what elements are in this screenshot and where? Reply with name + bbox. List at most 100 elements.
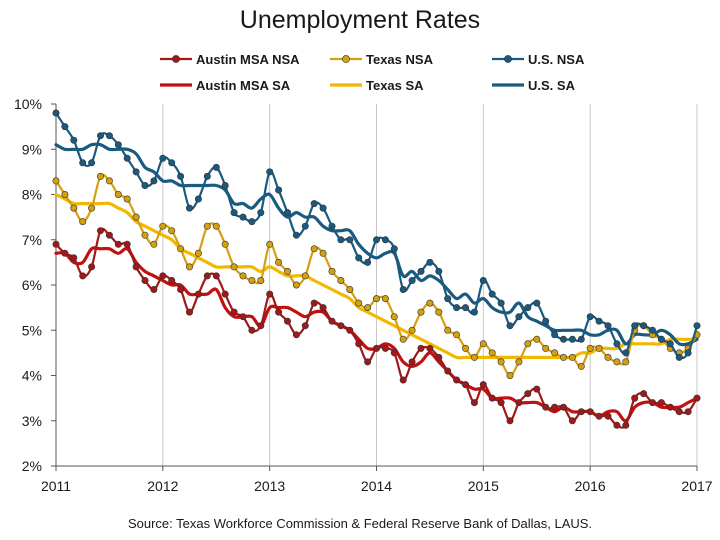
legend-label: Austin MSA SA xyxy=(196,78,291,93)
data-point xyxy=(168,276,176,284)
data-point xyxy=(132,263,140,271)
x-tick-label: 2015 xyxy=(468,478,499,494)
data-point xyxy=(301,222,309,230)
data-point xyxy=(70,136,78,144)
data-point xyxy=(52,240,60,248)
data-point xyxy=(461,344,469,352)
data-point xyxy=(79,272,87,280)
data-point xyxy=(631,322,639,330)
y-tick-label: 9% xyxy=(22,141,42,157)
data-point xyxy=(604,353,612,361)
legend-item-austin-msa-sa: Austin MSA SA xyxy=(160,78,291,93)
data-point xyxy=(257,276,265,284)
data-point xyxy=(497,358,505,366)
data-point xyxy=(266,240,274,248)
data-point xyxy=(123,240,131,248)
data-point xyxy=(292,281,300,289)
x-tick-label: 2011 xyxy=(41,478,71,494)
y-tick-label: 2% xyxy=(22,458,42,474)
data-point xyxy=(346,326,354,334)
source-note: Source: Texas Workforce Commission & Fed… xyxy=(127,516,593,531)
data-point xyxy=(319,249,327,257)
series-layer xyxy=(52,109,701,429)
legend-item-u-s-sa: U.S. SA xyxy=(492,78,576,93)
data-point xyxy=(150,240,158,248)
data-point xyxy=(408,276,416,284)
data-point xyxy=(141,231,149,239)
data-point xyxy=(212,272,220,280)
data-point xyxy=(577,335,585,343)
data-point xyxy=(479,276,487,284)
x-tick-label: 2014 xyxy=(361,478,392,494)
data-point xyxy=(622,358,630,366)
data-point xyxy=(328,267,336,275)
data-point xyxy=(524,304,532,312)
data-point xyxy=(203,222,211,230)
data-point xyxy=(453,304,461,312)
data-point xyxy=(381,295,389,303)
data-point xyxy=(346,285,354,293)
data-point xyxy=(301,322,309,330)
data-point xyxy=(524,390,532,398)
y-tick-label: 6% xyxy=(22,277,42,293)
data-point xyxy=(559,335,567,343)
data-point xyxy=(586,313,594,321)
series-texas-nsa xyxy=(52,172,701,379)
data-point xyxy=(640,322,648,330)
data-point xyxy=(105,231,113,239)
data-point xyxy=(515,358,523,366)
data-point xyxy=(97,227,105,235)
data-point xyxy=(337,276,345,284)
data-point xyxy=(168,227,176,235)
data-point xyxy=(533,335,541,343)
data-point xyxy=(301,272,309,280)
data-point xyxy=(337,322,345,330)
data-point xyxy=(275,308,283,316)
x-tick-label: 2013 xyxy=(254,478,285,494)
data-point xyxy=(310,245,318,253)
data-point xyxy=(212,163,220,171)
data-point xyxy=(479,340,487,348)
data-point xyxy=(328,317,336,325)
data-point xyxy=(444,367,452,375)
data-point xyxy=(381,344,389,352)
data-point xyxy=(283,267,291,275)
data-point xyxy=(622,349,630,357)
data-point xyxy=(221,240,229,248)
data-point xyxy=(559,353,567,361)
data-point xyxy=(88,159,96,167)
series-texas-sa xyxy=(54,192,699,360)
data-point xyxy=(444,295,452,303)
data-point xyxy=(221,182,229,190)
legend: Austin MSA NSA Texas NSA U.S. NSA Austin MS… xyxy=(160,52,585,93)
data-point xyxy=(372,295,380,303)
data-point xyxy=(88,263,96,271)
data-point xyxy=(355,254,363,262)
data-point xyxy=(194,195,202,203)
data-point xyxy=(666,403,674,411)
data-point xyxy=(435,308,443,316)
data-point xyxy=(266,168,274,176)
data-point xyxy=(275,258,283,266)
data-point xyxy=(79,159,87,167)
data-point xyxy=(506,417,514,425)
data-point xyxy=(390,245,398,253)
data-point xyxy=(506,322,514,330)
data-point xyxy=(283,317,291,325)
data-point xyxy=(533,385,541,393)
data-point xyxy=(292,331,300,339)
data-point xyxy=(568,335,576,343)
data-point xyxy=(568,417,576,425)
data-point xyxy=(444,326,452,334)
data-point xyxy=(684,349,692,357)
data-point xyxy=(310,200,318,208)
data-point xyxy=(399,335,407,343)
data-point xyxy=(141,276,149,284)
y-tick-label: 3% xyxy=(22,413,42,429)
data-point xyxy=(542,403,550,411)
data-point xyxy=(613,358,621,366)
data-point xyxy=(693,394,701,402)
legend-item-texas-nsa: Texas NSA xyxy=(330,52,434,67)
data-point xyxy=(488,394,496,402)
data-point xyxy=(364,304,372,312)
